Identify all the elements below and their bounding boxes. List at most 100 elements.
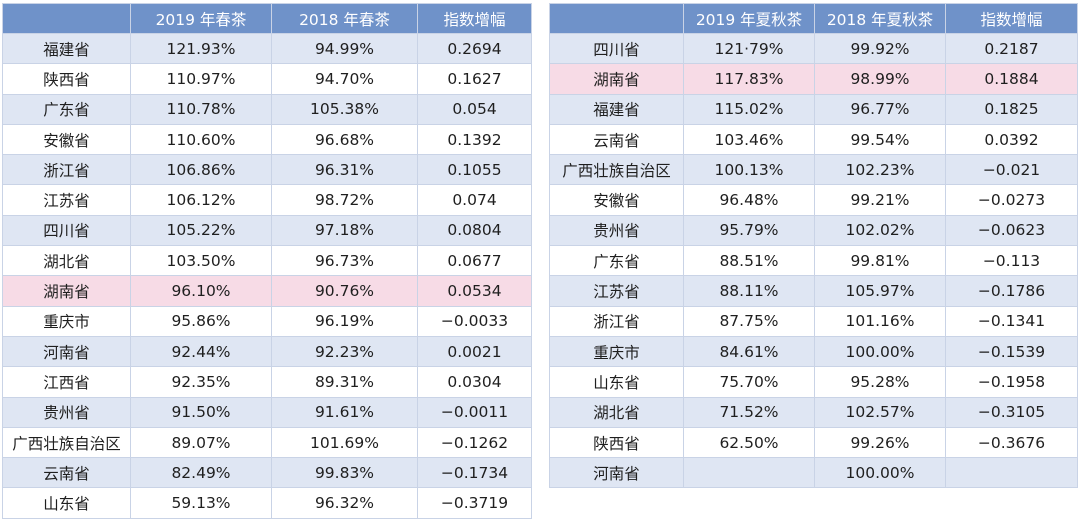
cell-2019-value: 103.46%: [683, 123, 815, 156]
cell-2019-value: 117.83%: [683, 63, 815, 95]
cell-province: 陕西省: [549, 426, 684, 459]
table-row: 云南省 103.46% 99.54% 0.0392: [549, 123, 1078, 156]
cell-2018-value: 99.92%: [814, 32, 946, 65]
cell-2019-value: 82.49%: [130, 457, 272, 489]
cell-2019-value: 100.13%: [683, 154, 815, 186]
summer-autumn-tea-table: 2019 年夏秋茶 2018 年夏秋茶 指数增幅 四川省 121·79% 99.92…: [549, 3, 1078, 489]
table-row: 江苏省 88.11% 105.97% −0.1786: [549, 275, 1078, 307]
table-row: 贵州省 95.79% 102.02% −0.0623: [549, 214, 1078, 247]
cell-2019-value: 105.22%: [130, 214, 272, 247]
cell-2018-value: 100.00%: [814, 335, 946, 368]
cell-province: 四川省: [549, 32, 684, 65]
cell-index-change: [945, 457, 1078, 489]
header-row: 2019 年夏秋茶 2018 年夏秋茶 指数增幅: [549, 3, 1078, 34]
cell-index-change: −0.1734: [417, 457, 532, 489]
table-row: 湖北省 71.52% 102.57% −0.3105: [549, 396, 1078, 428]
header-2018-summer-autumn: 2018 年夏秋茶: [814, 3, 946, 34]
cell-2018-value: 99.26%: [814, 426, 946, 459]
cell-2019-value: 96.10%: [130, 275, 272, 307]
cell-2018-value: 95.28%: [814, 366, 946, 398]
table-row: 江苏省 106.12% 98.72% 0.074: [2, 184, 532, 216]
header-2019-summer-autumn: 2019 年夏秋茶: [683, 3, 815, 34]
cell-2018-value: 94.70%: [271, 63, 418, 95]
cell-2019-value: [683, 457, 815, 489]
cell-2018-value: 102.23%: [814, 154, 946, 186]
table-row: 福建省 115.02% 96.77% 0.1825: [549, 93, 1078, 125]
cell-2019-value: 96.48%: [683, 184, 815, 216]
table-row: 广东省 110.78% 105.38% 0.054: [2, 93, 532, 125]
header-province: [549, 3, 684, 34]
cell-province: 广西壮族自治区: [2, 426, 131, 459]
cell-index-change: −0.1958: [945, 366, 1078, 398]
table-row: 山东省 75.70% 95.28% −0.1958: [549, 366, 1078, 398]
cell-index-change: −0.0623: [945, 214, 1078, 247]
cell-index-change: 0.0677: [417, 245, 532, 277]
cell-2018-value: 99.83%: [271, 457, 418, 489]
cell-index-change: 0.0804: [417, 214, 532, 247]
cell-index-change: 0.2187: [945, 32, 1078, 65]
table-row: 江西省 92.35% 89.31% 0.0304: [2, 366, 532, 398]
cell-index-change: −0.021: [945, 154, 1078, 186]
table-row: 贵州省 91.50% 91.61% −0.0011: [2, 396, 532, 428]
table-row: 湖南省 96.10% 90.76% 0.0534: [2, 275, 532, 307]
cell-2018-value: 99.54%: [814, 123, 946, 156]
summer-autumn-tea-table-body: 四川省 121·79% 99.92% 0.2187 湖南省 117.83% 98.99% 0.…: [549, 32, 1078, 489]
cell-province: 江西省: [2, 366, 131, 398]
cell-index-change: −0.3676: [945, 426, 1078, 459]
cell-province: 江苏省: [549, 275, 684, 307]
cell-index-change: 0.074: [417, 184, 532, 216]
cell-index-change: −0.0273: [945, 184, 1078, 216]
header-2018-spring: 2018 年春茶: [271, 3, 418, 34]
cell-province: 安徽省: [2, 123, 131, 156]
cell-index-change: 0.1825: [945, 93, 1078, 125]
cell-province: 安徽省: [549, 184, 684, 216]
cell-province: 浙江省: [2, 154, 131, 186]
cell-2018-value: 90.76%: [271, 275, 418, 307]
cell-index-change: −0.1341: [945, 305, 1078, 337]
cell-province: 重庆市: [2, 305, 131, 337]
table-row: 河南省 92.44% 92.23% 0.0021: [2, 335, 532, 368]
cell-2019-value: 71.52%: [683, 396, 815, 428]
cell-province: 江苏省: [2, 184, 131, 216]
cell-2019-value: 84.61%: [683, 335, 815, 368]
cell-province: 湖北省: [549, 396, 684, 428]
spring-tea-table-body: 福建省 121.93% 94.99% 0.2694 陕西省 110.97% 94.70% 0.…: [2, 32, 532, 519]
cell-2018-value: 96.31%: [271, 154, 418, 186]
cell-index-change: 0.1392: [417, 123, 532, 156]
table-row: 四川省 105.22% 97.18% 0.0804: [2, 214, 532, 247]
cell-province: 贵州省: [2, 396, 131, 428]
cell-2019-value: 115.02%: [683, 93, 815, 125]
table-row: 重庆市 84.61% 100.00% −0.1539: [549, 335, 1078, 368]
cell-index-change: 0.1055: [417, 154, 532, 186]
table-row: 安徽省 96.48% 99.21% −0.0273: [549, 184, 1078, 216]
cell-2018-value: 98.72%: [271, 184, 418, 216]
cell-province: 陕西省: [2, 63, 131, 95]
table-row: 重庆市 95.86% 96.19% −0.0033: [2, 305, 532, 337]
cell-index-change: 0.1627: [417, 63, 532, 95]
cell-2018-value: 96.77%: [814, 93, 946, 125]
cell-2019-value: 88.11%: [683, 275, 815, 307]
cell-province: 云南省: [549, 123, 684, 156]
cell-2018-value: 98.99%: [814, 63, 946, 95]
cell-2018-value: 102.57%: [814, 396, 946, 428]
cell-2019-value: 110.97%: [130, 63, 272, 95]
cell-2019-value: 92.35%: [130, 366, 272, 398]
cell-province: 湖南省: [549, 63, 684, 95]
cell-2018-value: 105.97%: [814, 275, 946, 307]
cell-2019-value: 121.93%: [130, 32, 272, 65]
cell-province: 广西壮族自治区: [549, 154, 684, 186]
cell-2019-value: 87.75%: [683, 305, 815, 337]
cell-province: 广东省: [549, 245, 684, 277]
cell-index-change: −0.1539: [945, 335, 1078, 368]
cell-province: 福建省: [2, 32, 131, 65]
cell-province: 河南省: [2, 335, 131, 368]
table-row: 河南省 100.00%: [549, 457, 1078, 489]
cell-2018-value: 97.18%: [271, 214, 418, 247]
table-row: 广东省 88.51% 99.81% −0.113: [549, 245, 1078, 277]
cell-2018-value: 105.38%: [271, 93, 418, 125]
cell-province: 湖北省: [2, 245, 131, 277]
cell-province: 四川省: [2, 214, 131, 247]
cell-2018-value: 96.19%: [271, 305, 418, 337]
cell-2018-value: 96.73%: [271, 245, 418, 277]
cell-2019-value: 92.44%: [130, 335, 272, 368]
